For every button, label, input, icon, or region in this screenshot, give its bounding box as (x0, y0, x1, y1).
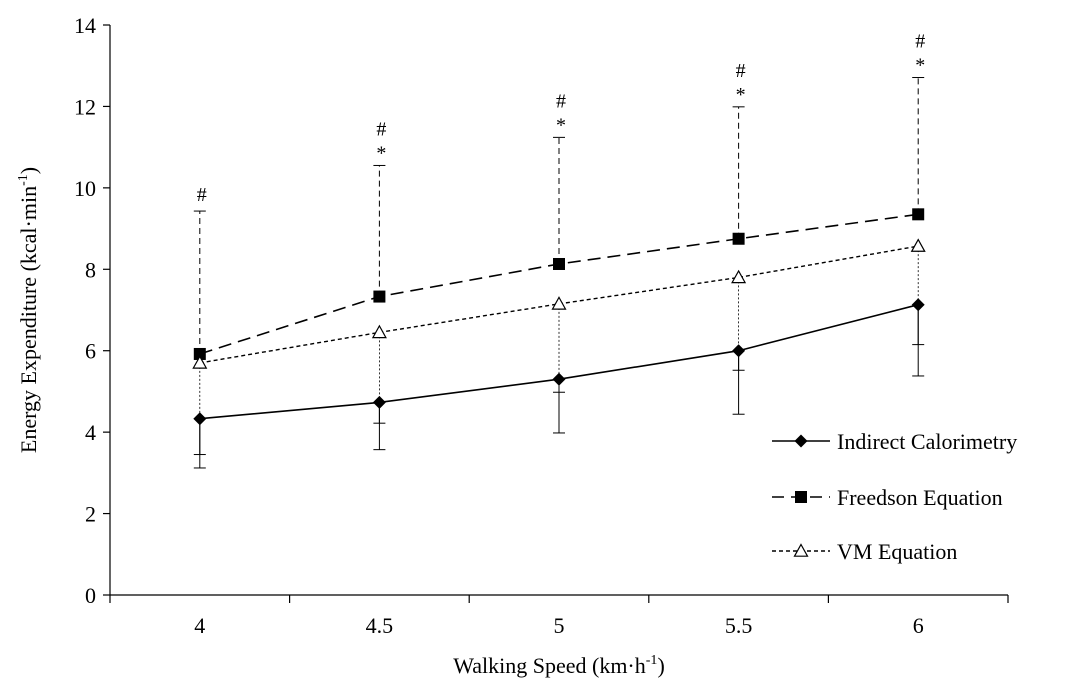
data-point (373, 290, 386, 303)
y-tick-label: 14 (74, 13, 96, 38)
data-point (193, 347, 206, 360)
data-point (192, 355, 208, 369)
x-tick-label: 5 (554, 613, 565, 638)
y-tick-label: 2 (85, 502, 96, 527)
significance-mark: # (736, 60, 746, 82)
y-tick-label: 4 (85, 420, 96, 445)
data-point (552, 372, 566, 386)
y-axis-title-main: Energy Expenditure (kcal·min (16, 186, 41, 453)
significance-mark: * (736, 84, 746, 106)
significance-mark: # (376, 118, 386, 140)
significance-annotations: #*# *# *# *# (197, 31, 925, 207)
significance-mark: * (376, 142, 386, 164)
y-tick-label: 12 (74, 94, 96, 119)
axes (109, 25, 1008, 596)
data-point (551, 296, 567, 310)
x-tick-label: 6 (913, 613, 924, 638)
y-axis-title-end: ) (16, 167, 41, 174)
y-tick-label: 8 (85, 257, 96, 282)
y-tick-label: 10 (74, 176, 96, 201)
x-ticks: 4 4.5 5 5.5 6 (109, 595, 1009, 638)
x-axis-title: Walking Speed (km·h-1) (453, 653, 665, 678)
data-point (731, 269, 747, 284)
data-point (912, 208, 925, 221)
legend-marker (794, 434, 808, 448)
data-point (732, 232, 745, 245)
legend: Indirect Calorimetry Freedson Equation VM … (772, 429, 1017, 564)
data-point (193, 412, 207, 426)
data-point (910, 238, 926, 252)
legend-label: VM Equation (837, 539, 957, 564)
error-bars (193, 77, 925, 469)
series-markers (192, 208, 926, 426)
significance-mark: # (556, 90, 566, 112)
significance-mark: # (915, 31, 925, 53)
significance-mark: # (197, 184, 207, 206)
significance-mark: * (556, 114, 566, 136)
legend-label: Indirect Calorimetry (837, 429, 1017, 454)
x-axis-title-sup: -1 (646, 653, 658, 668)
legend-label: Freedson Equation (837, 485, 1003, 510)
y-axis-title: Energy Expenditure (kcal·min-1) (16, 167, 41, 453)
x-tick-label: 5.5 (725, 613, 753, 638)
data-point (372, 395, 386, 409)
x-tick-label: 4 (194, 613, 205, 638)
data-point (732, 344, 746, 358)
significance-mark: * (915, 55, 925, 77)
x-axis-title-end: ) (657, 653, 664, 678)
y-tick-label: 6 (85, 339, 96, 364)
y-axis-title-sup: -1 (16, 174, 31, 186)
legend-marker (793, 543, 809, 557)
data-point (371, 324, 387, 339)
x-axis-title-main: Walking Speed (km·h (453, 653, 646, 678)
y-tick-label: 0 (85, 583, 96, 608)
data-point (911, 298, 925, 312)
y-ticks: 0 2 4 6 8 10 12 14 (74, 13, 110, 608)
x-tick-label: 4.5 (366, 613, 394, 638)
legend-marker (795, 491, 807, 503)
data-point (553, 257, 565, 270)
